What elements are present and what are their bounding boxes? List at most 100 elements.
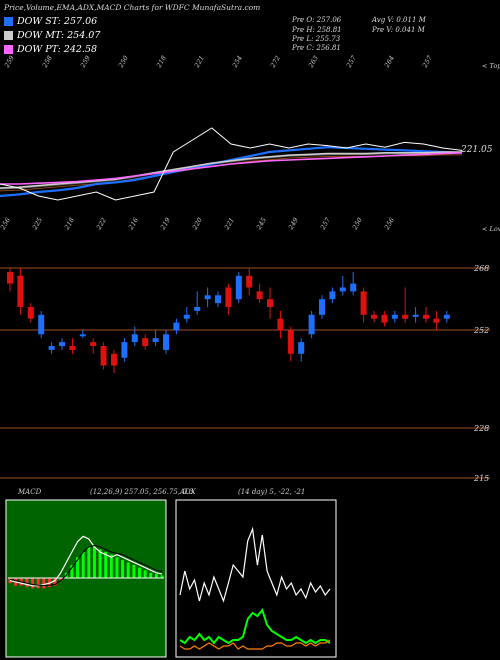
low-tick: 225 bbox=[30, 216, 44, 232]
adx-line-adx bbox=[179, 526, 331, 603]
lows-label: < Lows bbox=[482, 225, 500, 233]
candle-body bbox=[194, 307, 201, 311]
candle-body bbox=[27, 307, 34, 319]
candle-body bbox=[131, 334, 138, 343]
macd-plot bbox=[8, 535, 164, 589]
low-tick: 256 bbox=[382, 216, 396, 232]
candle-body bbox=[402, 314, 409, 319]
low-tick: 221 bbox=[222, 216, 236, 232]
candle-body bbox=[121, 342, 128, 358]
candle-body bbox=[215, 295, 221, 304]
price-level-label: 221.05 bbox=[460, 145, 493, 155]
candle-body bbox=[59, 342, 65, 346]
top-tick: 272 bbox=[268, 54, 282, 70]
top-tick: 264 bbox=[382, 54, 396, 70]
prev-close: Pre C: 256.81 bbox=[292, 44, 341, 52]
legend-swatch-mt bbox=[4, 31, 13, 40]
candle-body bbox=[48, 346, 55, 350]
price-levels: 268 252 228 215 bbox=[0, 264, 490, 483]
ema-line-dow-st bbox=[0, 146, 463, 198]
candle-body bbox=[298, 342, 305, 354]
legend-label-pt: DOW PT: 242.58 bbox=[17, 44, 98, 55]
top-tick: 258 bbox=[40, 54, 54, 70]
ema-line-dow-pt bbox=[0, 152, 463, 185]
candle-body bbox=[38, 314, 45, 335]
legend-swatch-st bbox=[4, 17, 13, 26]
prev-low: Pre L: 255.73 bbox=[292, 35, 341, 43]
candle-body bbox=[360, 291, 367, 315]
top-tick: 257 bbox=[344, 54, 358, 70]
candle-body bbox=[350, 283, 357, 292]
adx-line-plusminus-di bbox=[179, 607, 331, 645]
top-tick: 218 bbox=[154, 54, 168, 70]
adx-label: ADX bbox=[179, 488, 197, 496]
adx-params: (14 day) 5, -22, -21 bbox=[238, 488, 305, 496]
adx-panel bbox=[175, 499, 337, 658]
prev-open: Pre O: 257.06 bbox=[292, 16, 342, 24]
ema-band-line bbox=[0, 152, 462, 190]
candles bbox=[7, 268, 450, 374]
candle-body bbox=[287, 330, 294, 354]
candle-body bbox=[173, 322, 180, 331]
prev-volume: Pre V: 0.041 M bbox=[372, 26, 425, 34]
legend-label-mt: DOW MT: 254.07 bbox=[17, 30, 101, 41]
candle-body bbox=[79, 334, 86, 337]
candle-body bbox=[423, 314, 429, 319]
candle-body bbox=[163, 334, 169, 350]
low-tick: 257 bbox=[318, 216, 332, 232]
macd-line bbox=[9, 535, 163, 587]
candle-body bbox=[329, 291, 336, 300]
candle-body bbox=[142, 338, 149, 346]
top-tick: 254 bbox=[230, 54, 244, 70]
adx-line-minus-di bbox=[179, 639, 331, 650]
candle-body bbox=[319, 299, 325, 315]
top-tick: 259 bbox=[2, 54, 16, 70]
candle-body bbox=[256, 291, 263, 300]
candle-body bbox=[443, 314, 450, 319]
legend-dow-st: DOW ST: 257.06 bbox=[4, 16, 97, 27]
low-tick: 256 bbox=[0, 216, 12, 232]
level-252: 252 bbox=[473, 326, 489, 335]
candle-body bbox=[225, 287, 232, 307]
candle-body bbox=[267, 299, 273, 307]
level-268: 268 bbox=[473, 264, 489, 273]
macd-signal-line bbox=[9, 544, 163, 587]
candle-body bbox=[371, 314, 377, 319]
top-tick: 257 bbox=[420, 54, 434, 70]
candle-body bbox=[246, 275, 253, 288]
top-tick: 221 bbox=[192, 54, 206, 70]
candle-body bbox=[235, 275, 242, 300]
top-tick: 259 bbox=[78, 54, 92, 70]
candle-body bbox=[412, 314, 419, 317]
legend-swatch-pt bbox=[4, 45, 13, 54]
candle-body bbox=[391, 314, 398, 319]
low-tick: 249 bbox=[286, 216, 300, 232]
candle-body bbox=[100, 346, 107, 366]
low-tick: 220 bbox=[190, 216, 204, 232]
candle-body bbox=[69, 346, 76, 350]
candle-body bbox=[308, 314, 315, 335]
low-tick-labels: 256 225 218 222 216 219 220 221 245 249 257 250 256 bbox=[0, 216, 396, 232]
low-tick: 250 bbox=[350, 216, 364, 232]
candle-body bbox=[152, 338, 159, 343]
low-tick: 222 bbox=[94, 216, 108, 232]
candle-body bbox=[381, 314, 388, 323]
low-tick: 216 bbox=[126, 216, 140, 232]
chart-title: Price,Volume,EMA,ADX,MACD Charts for WDF… bbox=[4, 3, 261, 12]
candle-body bbox=[339, 287, 346, 292]
candle-body bbox=[277, 318, 284, 331]
candle-body bbox=[183, 314, 190, 319]
price-line bbox=[0, 127, 463, 201]
macd-label: MACD bbox=[17, 488, 42, 496]
tops-label: < Tops bbox=[482, 62, 500, 70]
low-tick: 245 bbox=[254, 216, 268, 232]
candle-body bbox=[111, 353, 117, 366]
top-tick-labels: 259 258 259 250 218 221 254 272 263 257 264 257 bbox=[2, 54, 434, 70]
legend-label-st: DOW ST: 257.06 bbox=[17, 16, 98, 27]
legend-dow-pt: DOW PT: 242.58 bbox=[4, 44, 97, 55]
candle-body bbox=[90, 342, 97, 346]
top-tick: 250 bbox=[116, 54, 130, 70]
adx-plot bbox=[179, 526, 331, 650]
prev-high: Pre H: 258.81 bbox=[292, 26, 342, 34]
